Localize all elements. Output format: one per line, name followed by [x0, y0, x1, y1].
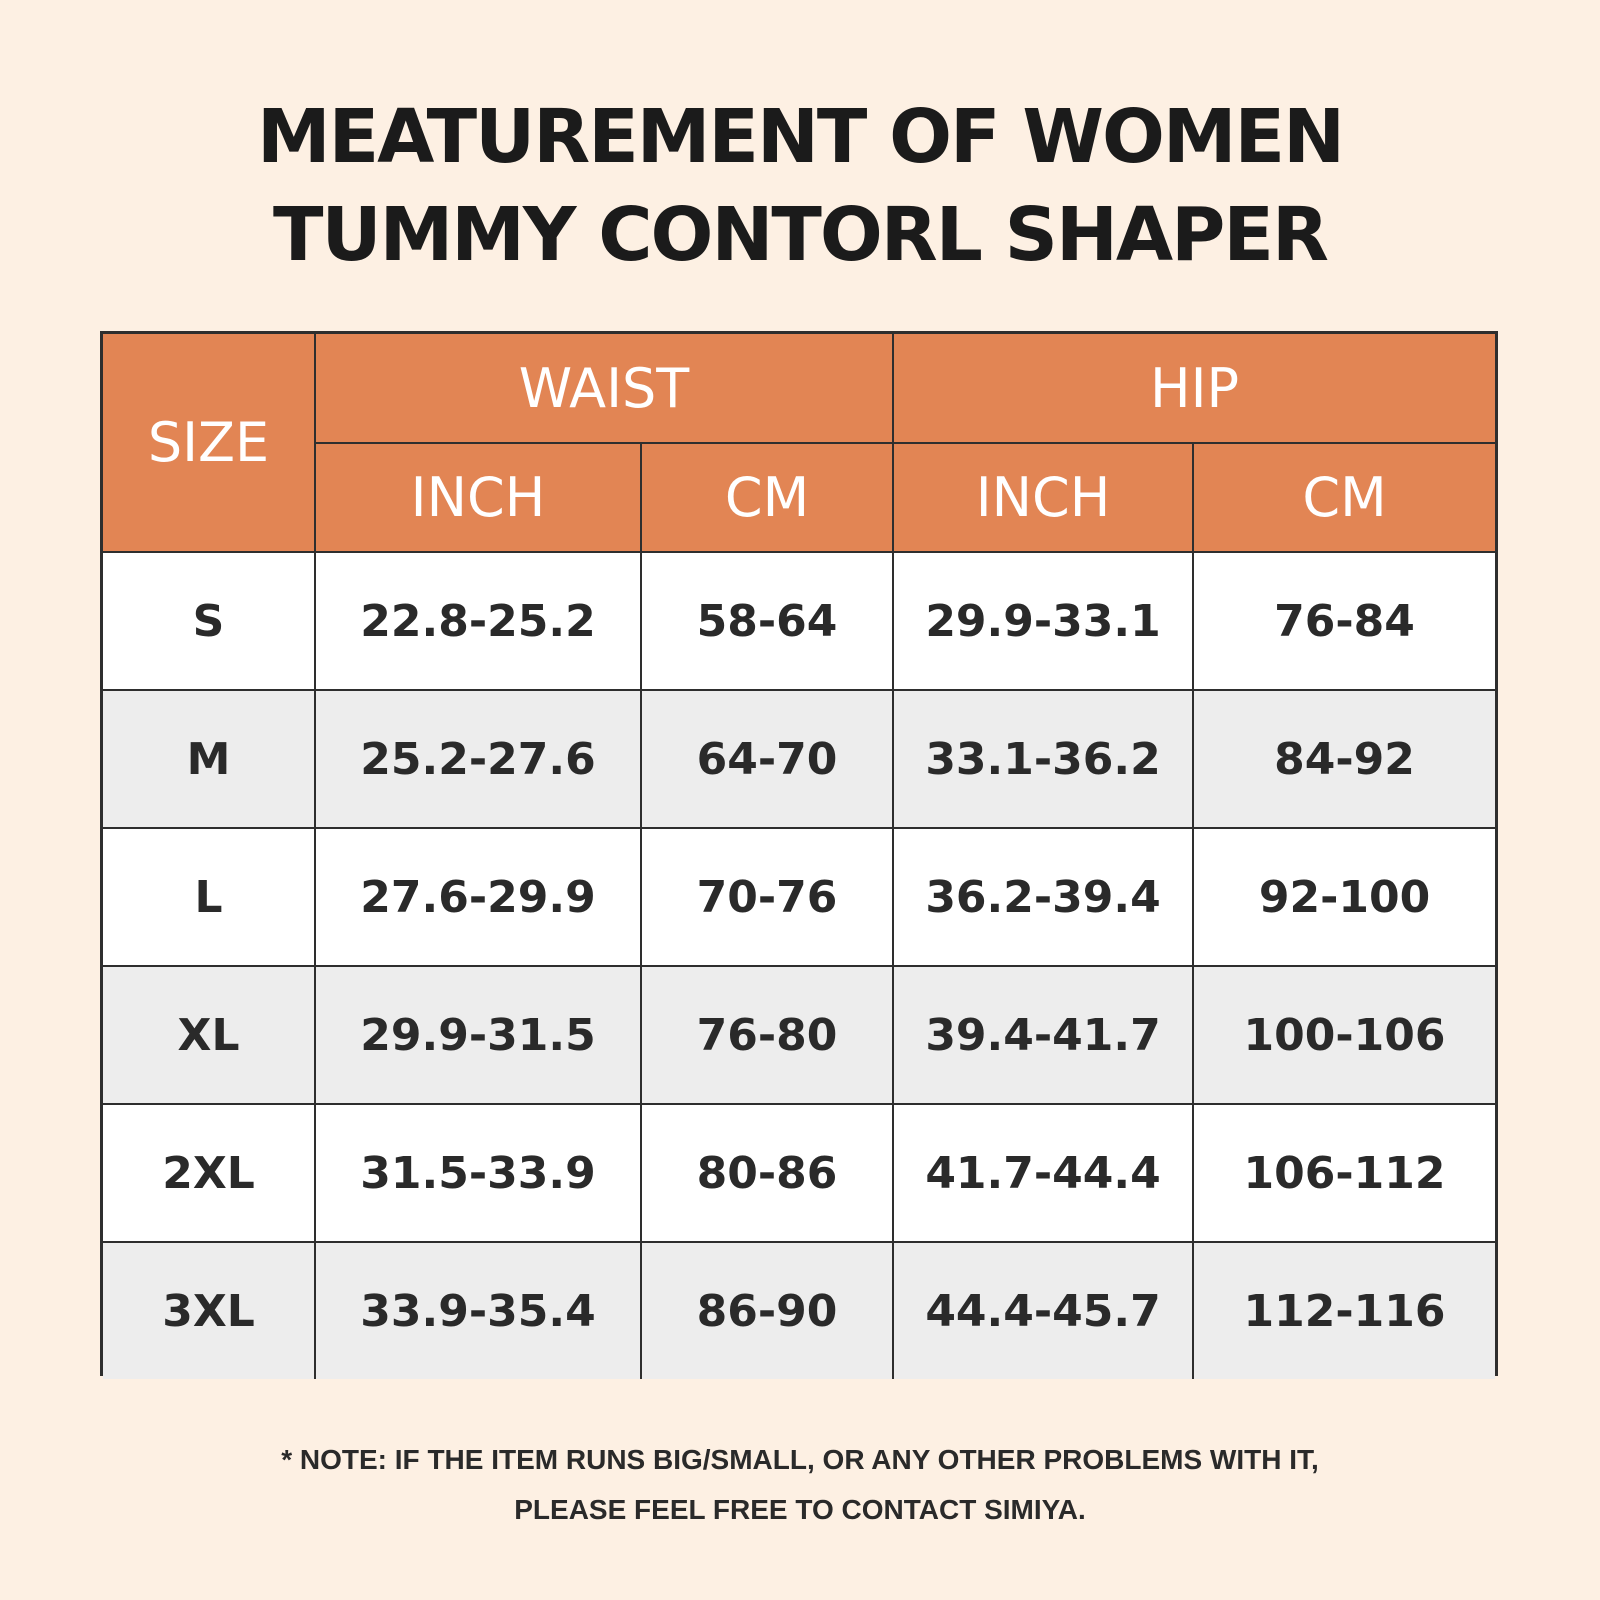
hip-inch-cell: 39.4-41.7 — [892, 965, 1195, 1105]
waist-cm-cell: 58-64 — [639, 551, 895, 691]
size-cell: M — [103, 689, 316, 829]
waist-inch-header: INCH — [315, 442, 642, 553]
hip-cm-header: CM — [1192, 442, 1496, 553]
waist-cm-cell: 64-70 — [639, 689, 895, 829]
size-cell: XL — [103, 965, 316, 1105]
page-title: MEATUREMENT OF WOMEN TUMMY CONTORL SHAPE… — [0, 88, 1600, 284]
title-line-1: MEATUREMENT OF WOMEN — [256, 94, 1345, 180]
hip-inch-cell: 33.1-36.2 — [892, 689, 1195, 829]
size-cell: S — [103, 551, 316, 691]
hip-inch-cell: 36.2-39.4 — [892, 827, 1195, 967]
hip-inch-cell: 29.9-33.1 — [892, 551, 1195, 691]
note-line-1: * NOTE: IF THE ITEM RUNS BIG/SMALL, OR A… — [281, 1444, 1319, 1475]
size-cell: 2XL — [103, 1103, 316, 1243]
note-line-2: PLEASE FEEL FREE TO CONTACT SIMIYA. — [514, 1494, 1086, 1525]
table-row: S 22.8-25.2 58-64 29.9-33.1 76-84 — [103, 551, 1496, 691]
waist-inch-cell: 22.8-25.2 — [314, 551, 642, 691]
size-chart-table: SIZE WAIST HIP INCH CM INCH CM S 22.8-25… — [100, 331, 1498, 1379]
hip-cm-cell: 92-100 — [1192, 827, 1496, 967]
waist-inch-cell: 29.9-31.5 — [314, 965, 642, 1105]
table-row: XL 29.9-31.5 76-80 39.4-41.7 100-106 — [103, 965, 1496, 1105]
table-row: L 27.6-29.9 70-76 36.2-39.4 92-100 — [103, 827, 1496, 967]
hip-group-header: HIP — [892, 334, 1496, 444]
size-cell: 3XL — [103, 1241, 316, 1379]
waist-cm-header: CM — [639, 442, 895, 553]
hip-inch-header: INCH — [892, 442, 1195, 553]
waist-inch-cell: 27.6-29.9 — [314, 827, 642, 967]
waist-cm-cell: 86-90 — [639, 1241, 895, 1379]
table-row: 2XL 31.5-33.9 80-86 41.7-44.4 106-112 — [103, 1103, 1496, 1243]
footer-note: * NOTE: IF THE ITEM RUNS BIG/SMALL, OR A… — [0, 1435, 1600, 1535]
waist-cm-cell: 70-76 — [639, 827, 895, 967]
size-cell: L — [103, 827, 316, 967]
waist-group-header: WAIST — [313, 334, 895, 444]
hip-cm-cell: 106-112 — [1192, 1103, 1496, 1243]
hip-cm-cell: 76-84 — [1192, 551, 1496, 691]
table-row: 3XL 33.9-35.4 86-90 44.4-45.7 112-116 — [103, 1241, 1496, 1379]
size-column-header: SIZE — [103, 334, 316, 553]
waist-cm-cell: 76-80 — [639, 965, 895, 1105]
waist-cm-cell: 80-86 — [639, 1103, 895, 1243]
hip-cm-cell: 84-92 — [1192, 689, 1496, 829]
title-line-2: TUMMY CONTORL SHAPER — [273, 192, 1329, 278]
waist-inch-cell: 25.2-27.6 — [314, 689, 642, 829]
hip-cm-cell: 112-116 — [1192, 1241, 1496, 1379]
hip-inch-cell: 44.4-45.7 — [892, 1241, 1195, 1379]
waist-inch-cell: 31.5-33.9 — [314, 1103, 642, 1243]
waist-inch-cell: 33.9-35.4 — [314, 1241, 642, 1379]
hip-inch-cell: 41.7-44.4 — [892, 1103, 1195, 1243]
table-row: M 25.2-27.6 64-70 33.1-36.2 84-92 — [103, 689, 1496, 829]
hip-cm-cell: 100-106 — [1192, 965, 1496, 1105]
